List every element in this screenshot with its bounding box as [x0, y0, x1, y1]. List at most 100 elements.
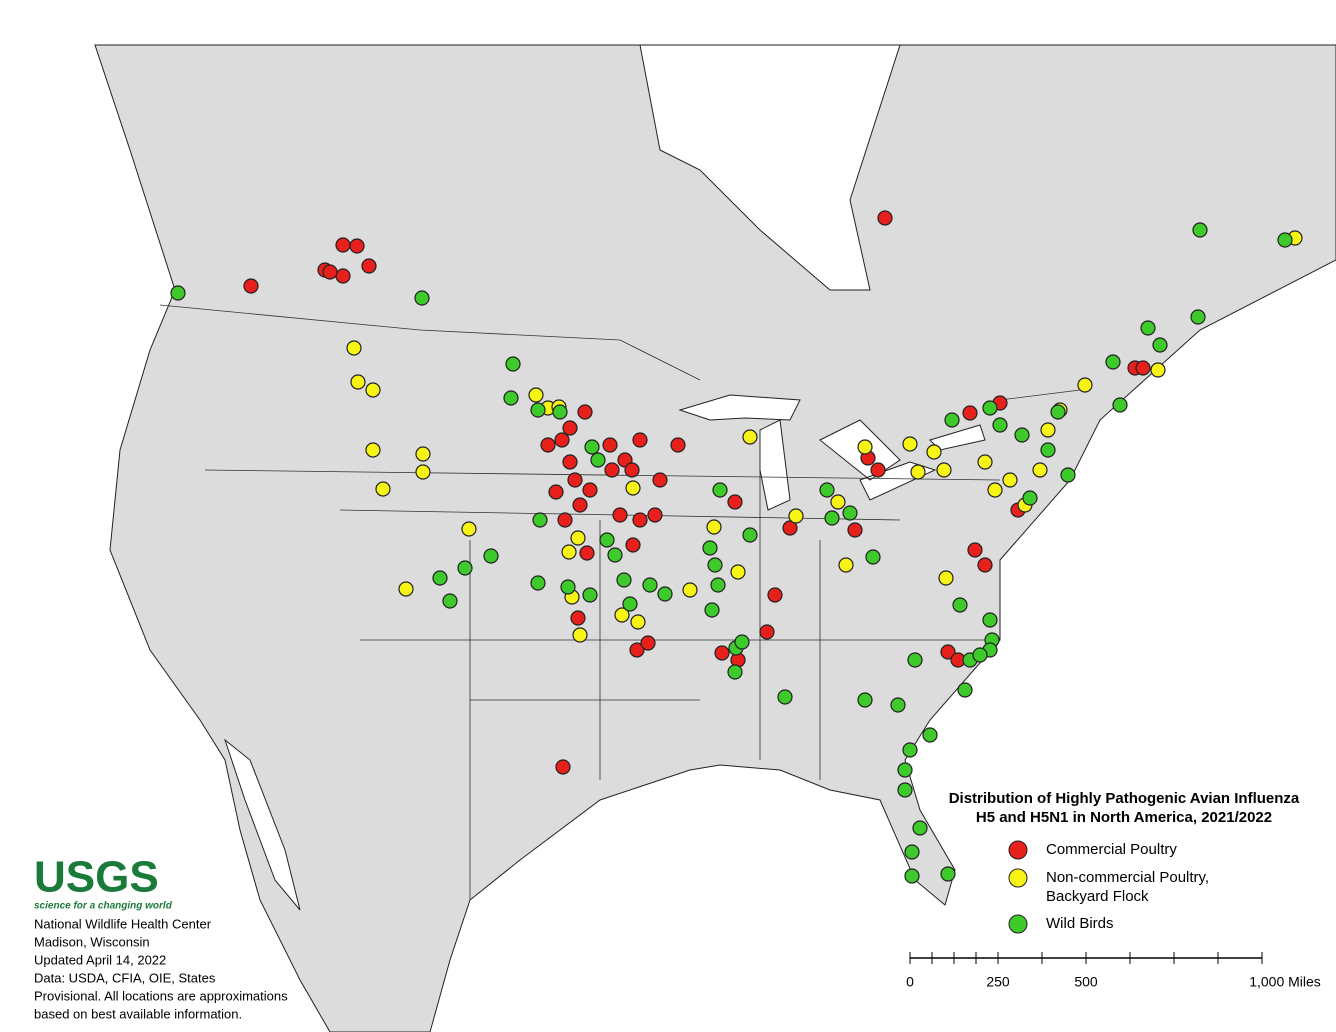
location-dot [607, 547, 623, 563]
location-dot [957, 682, 973, 698]
credit-line: Madison, Wisconsin [34, 934, 150, 949]
location-dot [457, 560, 473, 576]
credit-line: Provisional. All locations are approxima… [34, 988, 288, 1003]
legend-label: Wild Birds [1046, 915, 1114, 932]
location-dot [727, 664, 743, 680]
location-dot [552, 404, 568, 420]
location-dot [897, 762, 913, 778]
legend-label: Non-commercial Poultry, [1046, 869, 1209, 886]
location-dot [398, 581, 414, 597]
legend-label: Commercial Poultry [1046, 841, 1177, 858]
credits: National Wildlife Health Center Madison, … [34, 916, 288, 1021]
location-dot [902, 742, 918, 758]
location-dot [902, 436, 918, 452]
location-dot [824, 510, 840, 526]
land [94, 44, 1336, 1032]
location-dot [647, 507, 663, 523]
location-dot [910, 464, 926, 480]
location-dot [982, 612, 998, 628]
location-dot [926, 444, 942, 460]
location-dot [632, 432, 648, 448]
location-dot [842, 505, 858, 521]
location-dot [706, 519, 722, 535]
location-dot [414, 290, 430, 306]
location-dot [562, 420, 578, 436]
location-dot [350, 374, 366, 390]
location-dot [1040, 422, 1056, 438]
location-dot [819, 482, 835, 498]
location-dot [335, 268, 351, 284]
location-dot [616, 572, 632, 588]
location-dot [704, 602, 720, 618]
location-dot [982, 400, 998, 416]
location-dot [890, 697, 906, 713]
location-dot [602, 437, 618, 453]
location-dot [767, 587, 783, 603]
location-dot [625, 480, 641, 496]
location-dot [322, 264, 338, 280]
location-dot [572, 497, 588, 513]
location-dot [777, 689, 793, 705]
location-dot [1060, 467, 1076, 483]
location-dot [788, 508, 804, 524]
location-dot [612, 507, 628, 523]
location-dot [560, 579, 576, 595]
great-lakes [678, 394, 986, 511]
location-dot [952, 597, 968, 613]
location-dot [1014, 427, 1030, 443]
location-dot [742, 429, 758, 445]
location-dot [657, 586, 673, 602]
location-dot [625, 537, 641, 553]
location-dot [461, 521, 477, 537]
credit-line: based on best available information. [34, 1006, 242, 1021]
location-dot [365, 442, 381, 458]
location-dot [870, 462, 886, 478]
location-dot [361, 258, 377, 274]
hudson-bay [639, 44, 901, 291]
legend-label: Backyard Flock [1046, 888, 1149, 905]
credit-line: National Wildlife Health Center [34, 916, 212, 931]
location-dot [1105, 354, 1121, 370]
location-dot [877, 210, 893, 226]
dots [170, 210, 1303, 884]
location-dot [682, 582, 698, 598]
location-dot [730, 564, 746, 580]
location-dot [1140, 320, 1156, 336]
location-dot [962, 405, 978, 421]
legend-swatch [1008, 914, 1028, 934]
logo-mark: USGS [34, 853, 159, 902]
location-dot [972, 647, 988, 663]
location-dot [1050, 404, 1066, 420]
location-dot [904, 868, 920, 884]
location-dot [1022, 490, 1038, 506]
scale-label: 0 [906, 974, 914, 990]
location-dot [977, 454, 993, 470]
location-dot [557, 512, 573, 528]
location-dot [912, 820, 928, 836]
location-dot [630, 614, 646, 630]
location-dot [642, 577, 658, 593]
location-dot [483, 548, 499, 564]
location-dot [640, 635, 656, 651]
location-dot [582, 482, 598, 498]
location-dot [759, 624, 775, 640]
legend-swatch [1008, 840, 1028, 860]
location-dot [922, 727, 938, 743]
location-dot [590, 452, 606, 468]
location-dot [670, 437, 686, 453]
location-dot [622, 596, 638, 612]
location-dot [567, 472, 583, 488]
location-dot [1040, 442, 1056, 458]
location-dot [570, 530, 586, 546]
location-dot [712, 482, 728, 498]
location-dot [530, 575, 546, 591]
legend-swatch [1008, 868, 1028, 888]
location-dot [548, 484, 564, 500]
location-dot [432, 570, 448, 586]
location-dot [1135, 360, 1151, 376]
location-dot [987, 482, 1003, 498]
location-dot [170, 285, 186, 301]
location-dot [1002, 472, 1018, 488]
map-title: H5 and H5N1 in North America, 2021/2022 [976, 809, 1272, 826]
location-dot [734, 634, 750, 650]
